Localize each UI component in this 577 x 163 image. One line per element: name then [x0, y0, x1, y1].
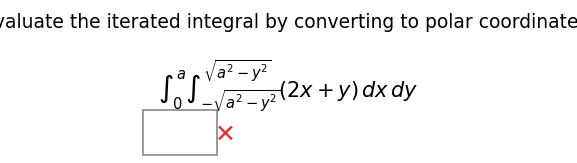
Text: Evaluate the iterated integral by converting to polar coordinates.: Evaluate the iterated integral by conver…	[0, 13, 577, 32]
FancyBboxPatch shape	[143, 110, 217, 155]
Text: $\int_0^a \int_{-\sqrt{a^2-y^2}}^{\sqrt{a^2-y^2}} (2x + y)\, dx\, dy$: $\int_0^a \int_{-\sqrt{a^2-y^2}}^{\sqrt{…	[158, 59, 419, 114]
Text: ✕: ✕	[215, 122, 235, 146]
